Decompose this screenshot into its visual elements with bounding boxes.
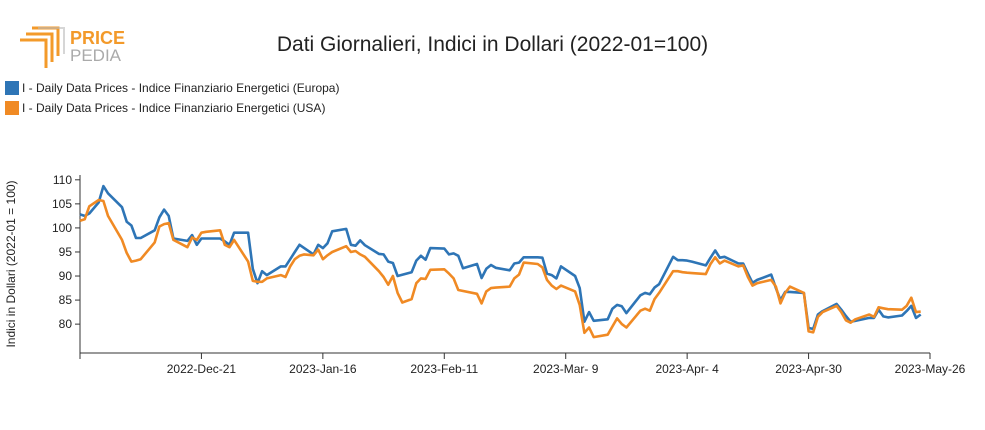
legend-swatch-usa: [5, 101, 19, 115]
x-tick-label: 2022-Dec-21: [167, 362, 237, 376]
y-tick-label: 80: [59, 317, 73, 331]
y-tick-label: 100: [52, 221, 72, 235]
x-tick-label: 2023-Apr-30: [775, 362, 842, 376]
logo-mark-grey: [38, 27, 65, 54]
pricepedia-logo: PRICE PEDIA: [20, 26, 125, 68]
legend-item-usa[interactable]: I - Daily Data Prices - Indice Finanziar…: [5, 100, 325, 116]
x-tick-label: 2023-Apr- 4: [655, 362, 719, 376]
y-axis-title: Indici in Dollari (2022-01 = 100): [4, 180, 18, 347]
logo-text-pedia: PEDIA: [70, 46, 122, 65]
x-tick-label: 2023-Mar- 9: [533, 362, 599, 376]
series-line-usa: [79, 198, 921, 339]
chart-title: Dati Giornalieri, Indici in Dollari (202…: [276, 33, 709, 56]
legend-label-europa: I - Daily Data Prices - Indice Finanziar…: [22, 81, 340, 95]
legend-swatch-europa: [5, 81, 19, 95]
y-tick-label: 105: [52, 197, 72, 211]
logo-text-price: PRICE: [70, 28, 125, 48]
legend-item-europa[interactable]: I - Daily Data Prices - Indice Finanziar…: [5, 80, 339, 96]
series-line-europa: [79, 184, 922, 331]
y-tick-label: 85: [59, 293, 73, 307]
x-tick-label: 2023-Jan-16: [289, 362, 357, 376]
x-tick-label: 2023-Feb-11: [410, 362, 478, 376]
legend-label-usa: I - Daily Data Prices - Indice Finanziar…: [22, 101, 326, 115]
y-tick-label: 90: [59, 269, 73, 283]
y-tick-label: 95: [59, 245, 73, 259]
y-tick-label: 110: [53, 173, 72, 187]
plot-area: 80 85 90 95 100 105 110 2022-Dec-21 2023-Jan-16 2…: [52, 173, 966, 376]
x-tick-label: 2023-May-26: [895, 362, 966, 376]
